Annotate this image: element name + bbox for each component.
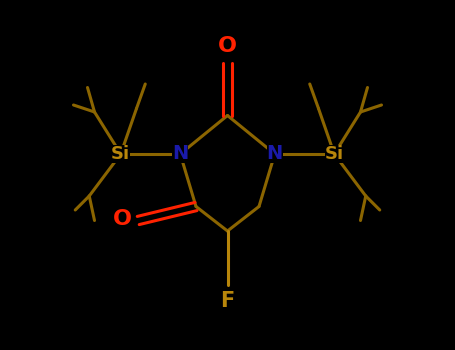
Text: F: F <box>220 291 235 311</box>
Text: N: N <box>267 145 283 163</box>
Text: N: N <box>172 145 188 163</box>
Text: O: O <box>218 36 237 56</box>
Text: Si: Si <box>325 145 344 163</box>
Text: O: O <box>113 209 132 229</box>
Text: Si: Si <box>111 145 130 163</box>
